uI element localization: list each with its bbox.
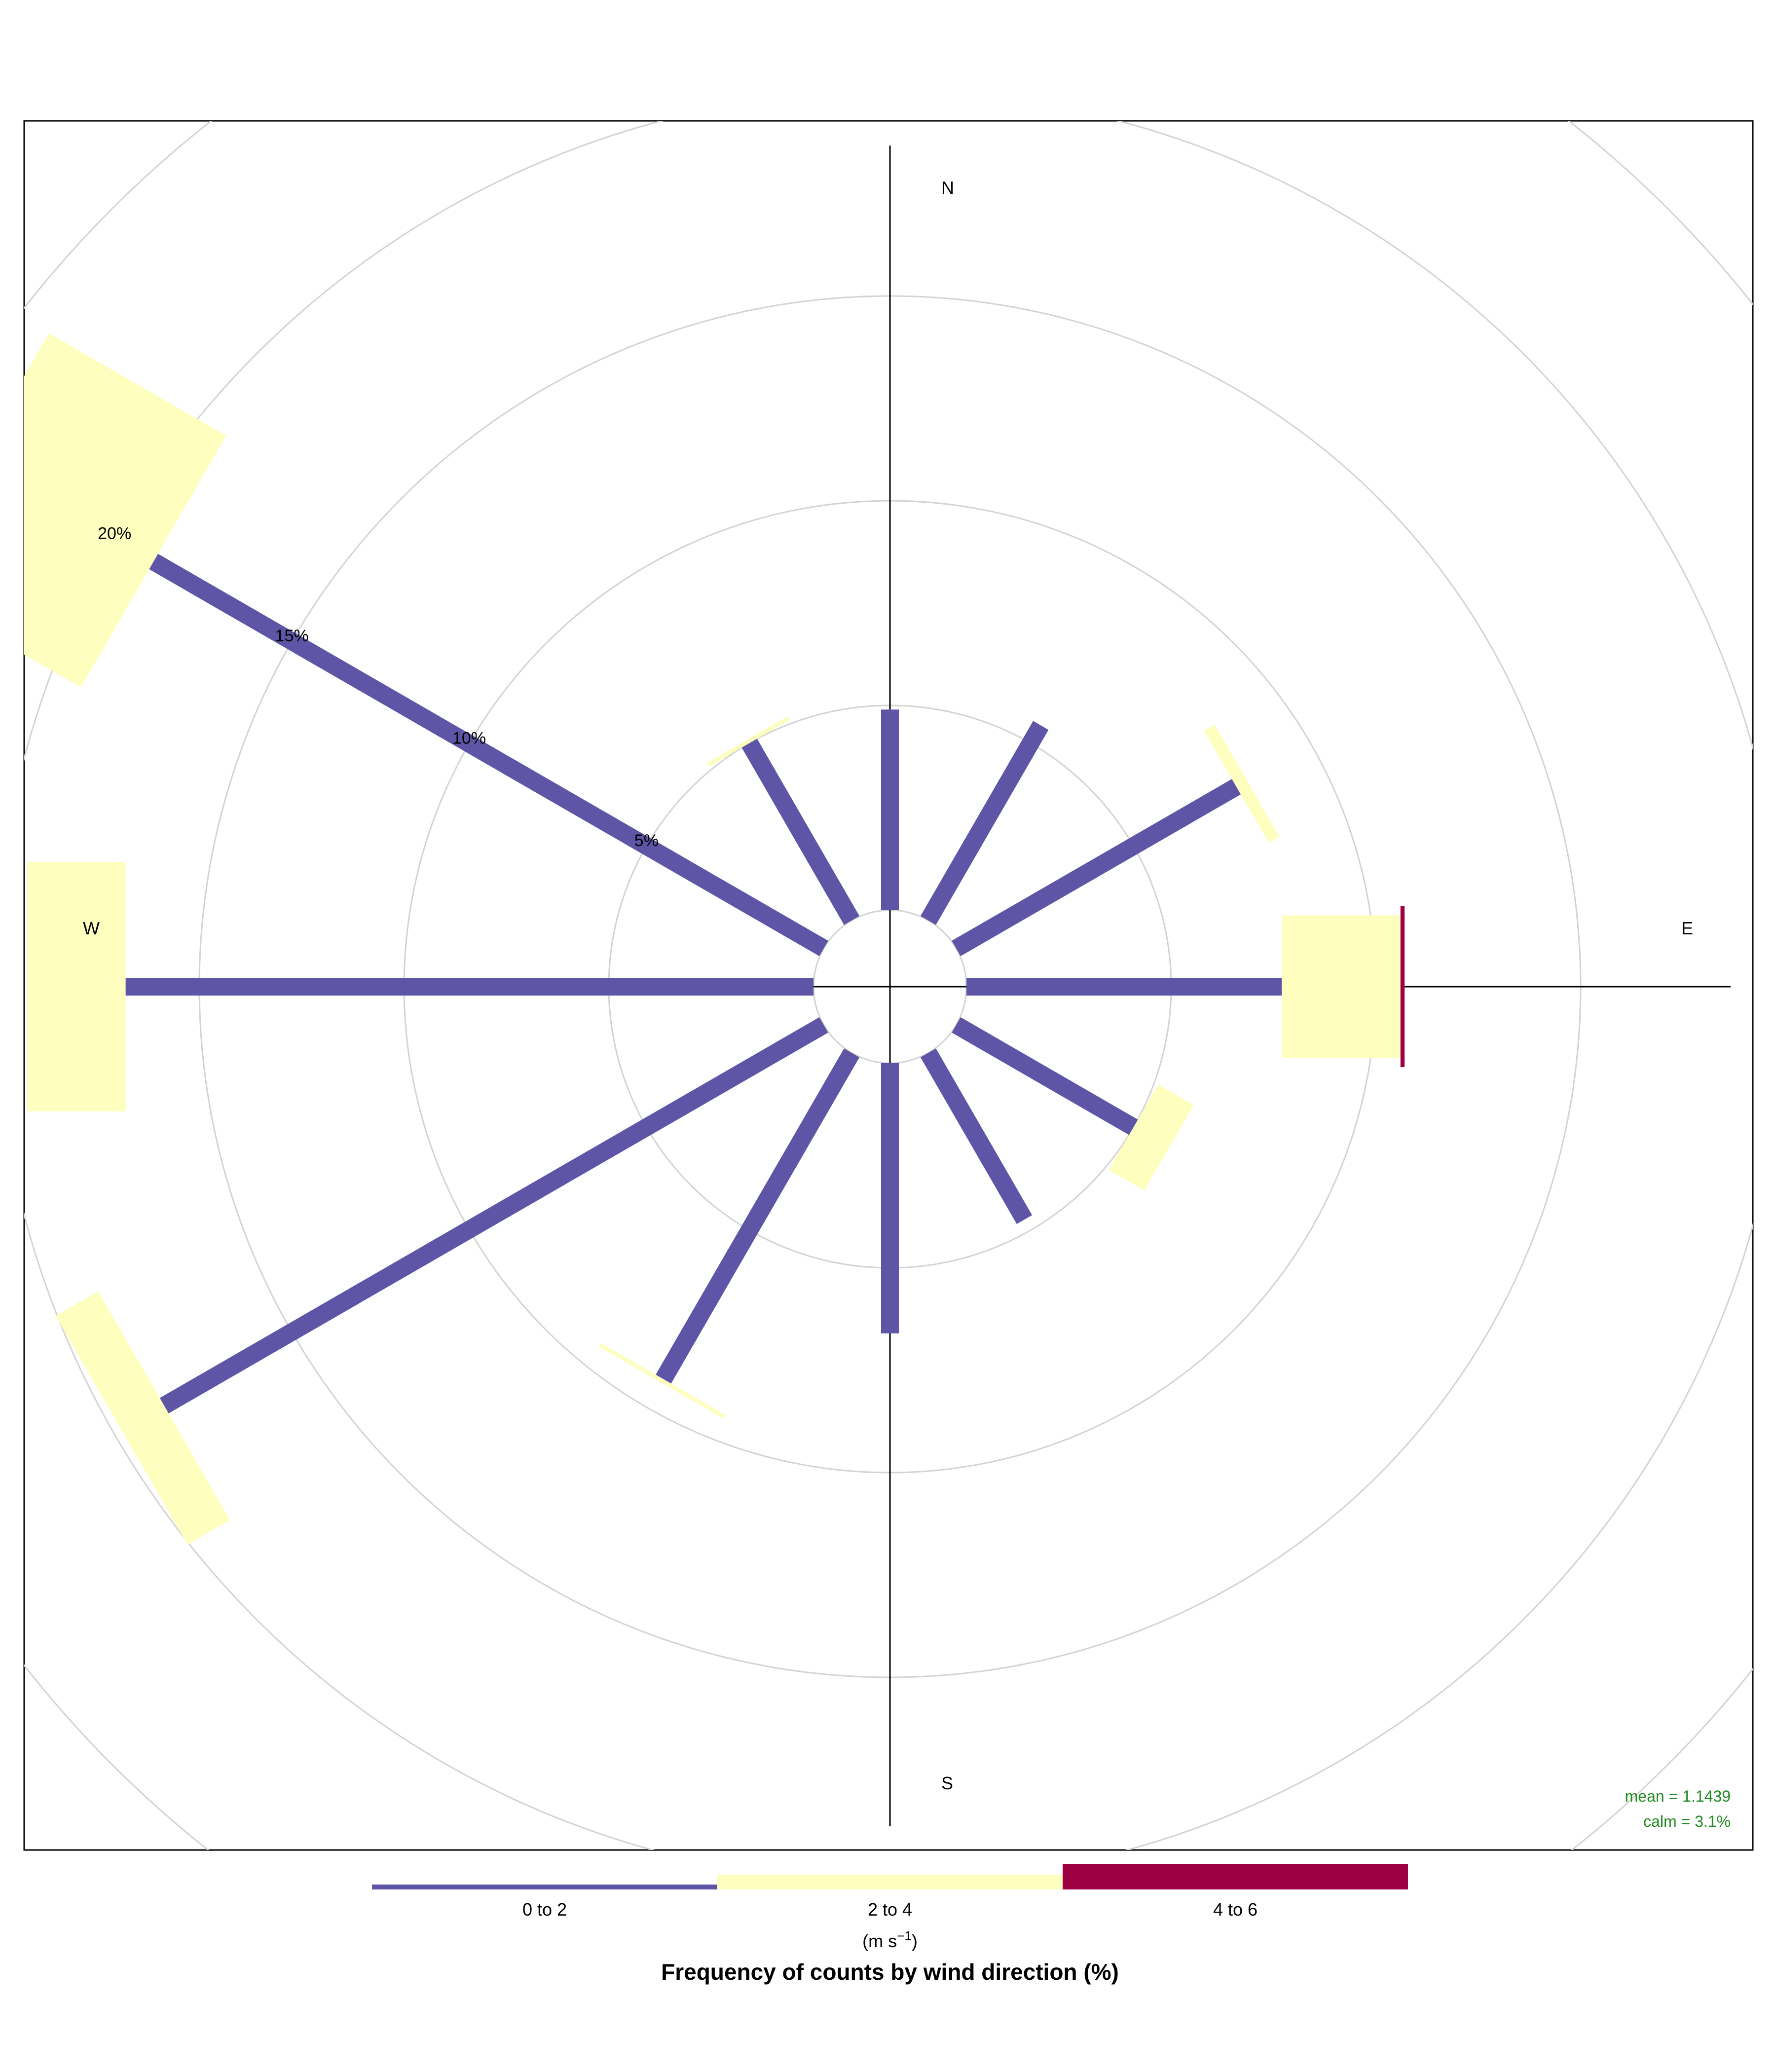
bar-210-bin-1 [599, 1343, 726, 1419]
chart-title: Frequency of counts by wind direction (%… [661, 1959, 1119, 1985]
bar-90-bin-2 [1400, 906, 1405, 1068]
bar-150-bin-0 [920, 1048, 1033, 1224]
bar-60-bin-0 [952, 779, 1241, 957]
compass-label-east: E [1681, 918, 1693, 938]
radial-tick-labels: 5%10%15%20%25% [98, 524, 659, 851]
direction-90 [966, 906, 1405, 1068]
wind-bars [24, 333, 1405, 1545]
bar-180-bin-0 [881, 1063, 899, 1333]
bar-60-bin-1 [1204, 724, 1280, 843]
legend-label-1: 2 to 4 [868, 1899, 912, 1920]
bar-240-bin-0 [159, 1017, 828, 1413]
direction-210 [599, 1048, 860, 1419]
legend-swatch-0 [372, 1885, 717, 1889]
calm-annotation: calm = 3.1% [1643, 1813, 1731, 1830]
legend-label-2: 4 to 6 [1213, 1899, 1258, 1920]
compass-label-south: S [941, 1773, 953, 1793]
bar-240-bin-1 [55, 1291, 230, 1545]
direction-270 [27, 862, 814, 1111]
direction-30 [920, 721, 1049, 925]
bar-330-bin-1 [706, 716, 790, 767]
bar-300-bin-1 [24, 333, 226, 688]
bar-330-bin-0 [741, 739, 860, 925]
bar-0-bin-0 [881, 709, 899, 910]
bar-90-bin-1 [1282, 915, 1401, 1058]
bar-120-bin-1 [1109, 1084, 1194, 1191]
bar-300-bin-0 [149, 554, 828, 957]
speed-legend: 0 to 2 2 to 4 4 to 6 [372, 1864, 1408, 1920]
direction-240 [55, 1017, 828, 1545]
tick-label-20: 20% [98, 524, 131, 543]
direction-0 [881, 709, 899, 910]
tick-label-15: 15% [275, 627, 309, 645]
compass-label-north: N [941, 178, 954, 198]
units-label: (m s−1) [862, 1928, 918, 1951]
direction-300 [24, 333, 828, 957]
bar-270-bin-0 [125, 978, 814, 996]
tick-label-10: 10% [452, 729, 486, 748]
bar-30-bin-0 [920, 721, 1049, 925]
tick-label-5: 5% [634, 831, 659, 850]
direction-60 [952, 724, 1280, 957]
direction-120 [952, 1017, 1194, 1191]
legend-swatch-2 [1063, 1864, 1408, 1889]
direction-330 [706, 716, 860, 925]
legend-label-0: 0 to 2 [522, 1899, 567, 1920]
bar-270-bin-1 [27, 862, 126, 1111]
compass-label-west: W [83, 918, 100, 938]
bar-210-bin-0 [656, 1048, 860, 1384]
direction-180 [881, 1063, 899, 1333]
legend-swatch-1 [717, 1875, 1063, 1889]
bar-120-bin-0 [952, 1017, 1138, 1135]
bar-90-bin-0 [966, 978, 1282, 996]
mean-annotation: mean = 1.1439 [1625, 1787, 1731, 1805]
direction-150 [920, 1048, 1033, 1224]
